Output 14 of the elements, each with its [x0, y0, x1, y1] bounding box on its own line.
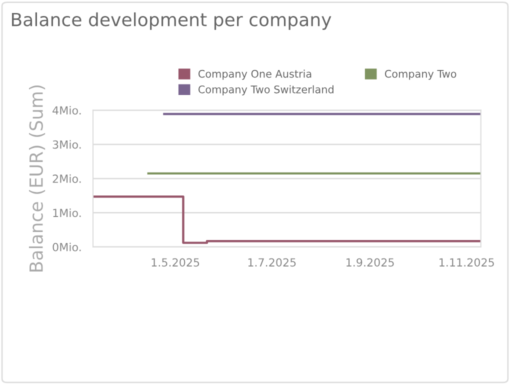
legend-label: Company Two Switzerland: [198, 85, 334, 96]
y-tick-label: 2Mio.: [52, 174, 81, 183]
x-tick-label: 1.7.2025: [248, 258, 296, 267]
legend-label: Company Two: [384, 70, 456, 80]
y-axis-title: Balance (EUR) (Sum): [28, 85, 46, 272]
legend-label: Company One Austria: [198, 70, 312, 80]
y-tick-label: 3Mio.: [52, 140, 81, 149]
chart-title: Balance development per company: [12, 12, 332, 30]
y-tick-label: 0Mio.: [52, 242, 81, 252]
y-tick-label: 4Mio.: [52, 106, 81, 115]
x-tick-label: 1.9.2025: [346, 258, 394, 267]
y-tick-label: 1Mio.: [53, 208, 81, 218]
x-tick-label: 1.11.2025: [440, 258, 494, 267]
x-tick-label: 1.5.2025: [152, 258, 200, 267]
